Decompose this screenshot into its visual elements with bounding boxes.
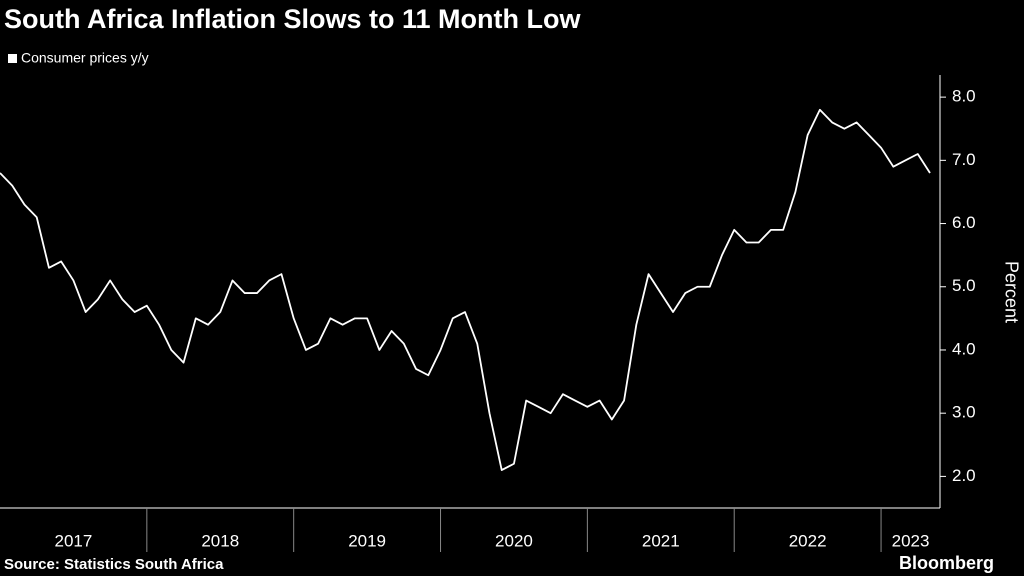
y-tick-label: 2.0	[952, 466, 976, 485]
y-tick-label: 6.0	[952, 213, 976, 232]
y-tick-label: 8.0	[952, 87, 976, 106]
legend-label: Consumer prices y/y	[21, 50, 149, 66]
source: Source: Statistics South Africa	[4, 556, 224, 573]
y-tick-label: 4.0	[952, 339, 976, 358]
y-axis-label: Percent	[1001, 261, 1021, 323]
x-tick-label: 2022	[789, 531, 827, 550]
x-tick-label: 2021	[642, 531, 680, 550]
x-tick-label: 2017	[55, 531, 93, 550]
x-tick-label: 2023	[892, 531, 930, 550]
y-tick-label: 3.0	[952, 403, 976, 422]
x-tick-label: 2019	[348, 531, 386, 550]
chart-title: South Africa Inflation Slows to 11 Month…	[4, 4, 581, 34]
brand: Bloomberg	[899, 553, 994, 573]
x-tick-label: 2018	[201, 531, 239, 550]
x-tick-label: 2020	[495, 531, 533, 550]
y-tick-label: 7.0	[952, 150, 976, 169]
series-line	[0, 108, 931, 471]
legend-swatch	[8, 54, 17, 63]
y-tick-label: 5.0	[952, 276, 976, 295]
